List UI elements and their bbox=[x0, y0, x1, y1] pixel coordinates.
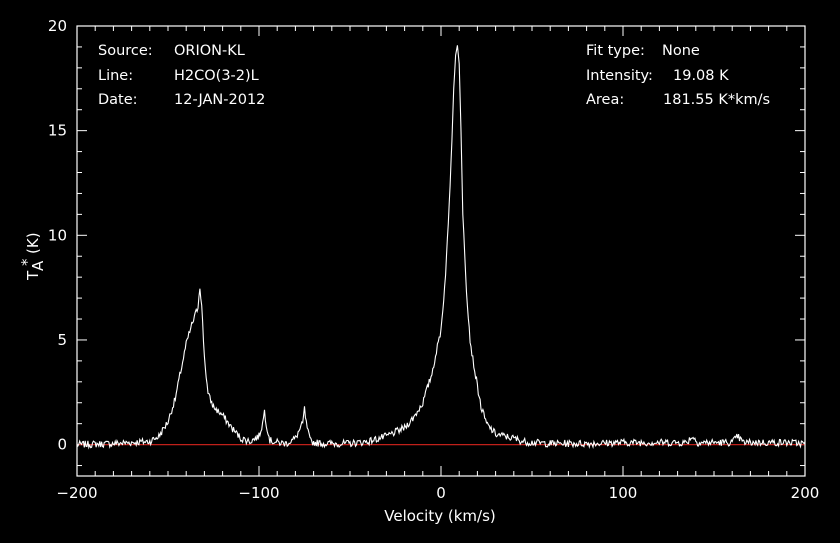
date-value: 12-JAN-2012 bbox=[174, 92, 265, 108]
x-tick-label: −200 bbox=[56, 484, 97, 502]
y-tick-label: 0 bbox=[57, 436, 67, 454]
spectrum-line bbox=[76, 45, 806, 450]
y-axis-label-sub: A bbox=[29, 260, 47, 271]
y-axis-label: T A * (K) bbox=[18, 232, 47, 281]
x-tick-label: 200 bbox=[791, 484, 820, 502]
y-axis-label-unit: (K) bbox=[24, 232, 42, 254]
area-key: Area: bbox=[586, 92, 624, 108]
y-axis-label-sup: * bbox=[18, 258, 36, 266]
date-key: Date: bbox=[98, 92, 138, 108]
area-value: 181.55 K*km/s bbox=[663, 92, 770, 108]
y-tick-label: 5 bbox=[57, 331, 67, 349]
x-tick-label: 100 bbox=[609, 484, 638, 502]
plot-frame bbox=[76, 25, 806, 477]
x-axis-label: Velocity (km/s) bbox=[384, 507, 495, 525]
fit-type-key: Fit type: bbox=[586, 43, 645, 59]
y-tick-label: 15 bbox=[48, 122, 67, 140]
line-key: Line: bbox=[98, 68, 133, 84]
intensity-key: Intensity: bbox=[586, 68, 653, 84]
fit-type-value: None bbox=[662, 43, 700, 59]
y-axis-label-main: T bbox=[24, 270, 42, 281]
x-tick-label: −100 bbox=[238, 484, 279, 502]
source-key: Source: bbox=[98, 43, 153, 59]
tick-labels: −200 −100 0 100 200 0 5 10 15 20 bbox=[48, 17, 819, 502]
intensity-value: 19.08 K bbox=[673, 68, 729, 84]
y-tick-label: 20 bbox=[48, 17, 67, 35]
y-tick-label: 10 bbox=[48, 226, 67, 244]
x-tick-label: 0 bbox=[436, 484, 446, 502]
source-value: ORION-KL bbox=[174, 43, 245, 59]
line-value: H2CO(3-2)L bbox=[174, 68, 259, 84]
